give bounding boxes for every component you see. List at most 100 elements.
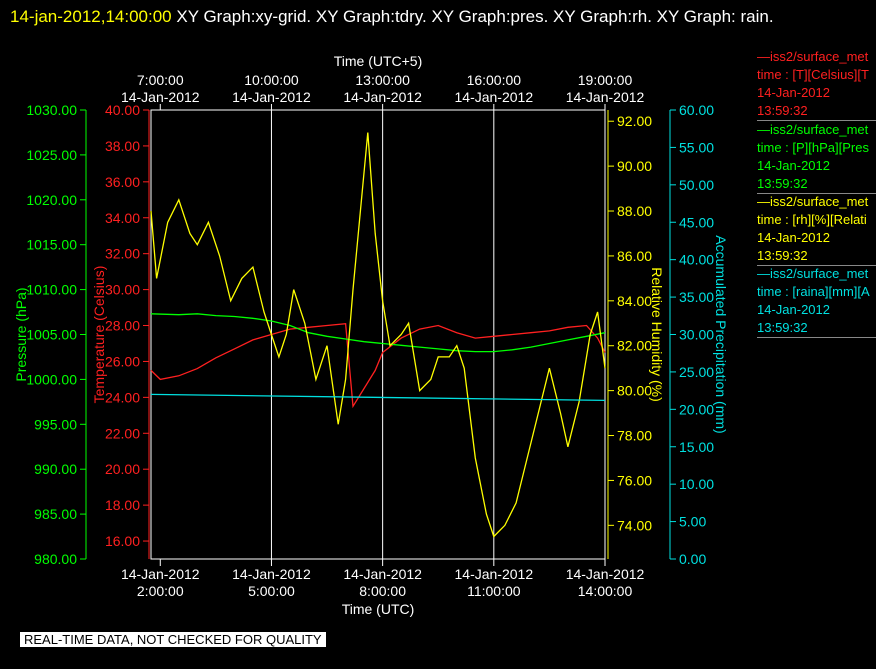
temperature-tick-label: 20.00 (105, 461, 140, 477)
precip-tick-label: 30.00 (679, 327, 714, 343)
pressure-tick-label: 1010.00 (26, 282, 77, 298)
rh-tick-label: 84.00 (617, 293, 652, 309)
rh-axis-label: Relative Humidity (%) (649, 267, 665, 402)
series-raina (150, 393, 606, 402)
x-tick-date: 14-Jan-2012 (232, 566, 311, 582)
plot-frame (150, 109, 606, 560)
rh-tick-label: 78.00 (617, 428, 652, 444)
quality-warning: REAL-TIME DATA, NOT CHECKED FOR QUALITY (20, 632, 326, 647)
x-top-tick-date: 14-Jan-2012 (455, 89, 534, 105)
rh-tick-label: 80.00 (617, 383, 652, 399)
rh-tick-label: 76.00 (617, 472, 652, 488)
series-T (150, 322, 606, 409)
x-tick-date: 14-Jan-2012 (121, 566, 200, 582)
rh-tick-label: 74.00 (617, 517, 652, 533)
legend-entry-rh: —iss2/surface_met time : [rh][%][Relati … (757, 193, 876, 266)
precip-tick-label: 60.00 (679, 102, 714, 118)
legend-time: 13:59:32 (757, 176, 808, 191)
precip-axis-label: Accumulated Precipitation (mm) (713, 235, 729, 433)
legend-series-name: iss2/surface_met (770, 49, 869, 64)
x-top-tick-time: 10:00:00 (244, 72, 299, 88)
precip-tick-label: 25.00 (679, 364, 714, 380)
pressure-tick-label: 1005.00 (26, 327, 77, 343)
legend-line-swatch: — (757, 266, 770, 281)
x-tick-date: 14-Jan-2012 (455, 566, 534, 582)
legend-entry-pressure: —iss2/surface_met time : [P][hPa][Pres 1… (757, 121, 876, 194)
legend-date: 14-Jan-2012 (757, 158, 830, 173)
x-top-tick-time: 19:00:00 (578, 72, 633, 88)
x-axis-label: Time (UTC) (342, 601, 415, 617)
pressure-tick-label: 990.00 (34, 461, 77, 477)
x-top-tick-time: 13:00:00 (355, 72, 410, 88)
x-tick-time: 14:00:00 (578, 583, 633, 599)
legend-name: —iss2/surface_met (757, 193, 876, 211)
legend-date: 14-Jan-2012 (757, 85, 830, 100)
legend-series-name: iss2/surface_met (770, 266, 869, 281)
temperature-tick-label: 38.00 (105, 138, 140, 154)
temperature-tick-label: 28.00 (105, 318, 140, 334)
x-top-tick-date: 14-Jan-2012 (232, 89, 311, 105)
legend-time: 13:59:32 (757, 320, 808, 335)
legend-date: 14-Jan-2012 (757, 230, 830, 245)
rh-tick-label: 88.00 (617, 203, 652, 219)
temperature-tick-label: 24.00 (105, 389, 140, 405)
x-tick-time: 8:00:00 (359, 583, 406, 599)
precip-tick-label: 20.00 (679, 401, 714, 417)
precip-tick-label: 50.00 (679, 177, 714, 193)
precip-tick-label: 40.00 (679, 252, 714, 268)
legend-entry-temperature: —iss2/surface_met time : [T][Celsius][T … (757, 48, 876, 121)
series-P (150, 313, 606, 353)
precip-tick-label: 5.00 (679, 514, 706, 530)
pressure-axis-label: Pressure (hPa) (13, 287, 29, 381)
legend-name: —iss2/surface_met (757, 121, 876, 139)
x-tick-date: 14-Jan-2012 (343, 566, 422, 582)
x-top-tick-date: 14-Jan-2012 (566, 89, 645, 105)
rh-tick-label: 82.00 (617, 338, 652, 354)
temperature-tick-label: 26.00 (105, 353, 140, 369)
pressure-tick-label: 1030.00 (26, 102, 77, 118)
legend-series-name: iss2/surface_met (770, 122, 869, 137)
title-timestamp: 14-jan-2012,14:00:00 (10, 7, 172, 26)
x-tick-time: 11:00:00 (467, 583, 521, 599)
pressure-tick-label: 1015.00 (26, 237, 77, 253)
temperature-tick-label: 18.00 (105, 497, 140, 513)
legend-variable: time : [rh][%][Relati (757, 212, 867, 227)
legend-line-swatch: — (757, 122, 770, 137)
legend-series-name: iss2/surface_met (770, 194, 869, 209)
x-tick-date: 14-Jan-2012 (566, 566, 645, 582)
x-top-axis-label: Time (UTC+5) (334, 53, 423, 69)
pressure-tick-label: 985.00 (34, 506, 77, 522)
legend-name: —iss2/surface_met (757, 265, 876, 283)
precip-tick-label: 35.00 (679, 289, 714, 305)
legend-time: 13:59:32 (757, 103, 808, 118)
temperature-tick-label: 34.00 (105, 210, 140, 226)
temperature-tick-label: 16.00 (105, 533, 140, 549)
x-tick-time: 5:00:00 (248, 583, 295, 599)
title-text: XY Graph:xy-grid. XY Graph:tdry. XY Grap… (171, 7, 774, 26)
precip-tick-label: 0.00 (679, 551, 706, 567)
temperature-tick-label: 32.00 (105, 246, 140, 262)
x-top-tick-date: 14-Jan-2012 (343, 89, 422, 105)
x-top-tick-time: 16:00:00 (467, 72, 522, 88)
series-rh (150, 132, 606, 538)
rh-tick-label: 86.00 (617, 248, 652, 264)
rh-tick-label: 92.00 (617, 113, 652, 129)
precip-tick-label: 45.00 (679, 214, 714, 230)
legend-time: 13:59:32 (757, 248, 808, 263)
precip-tick-label: 10.00 (679, 476, 714, 492)
legend-variable: time : [T][Celsius][T (757, 67, 869, 82)
legend-variable: time : [P][hPa][Pres (757, 140, 869, 155)
x-top-tick-time: 7:00:00 (137, 72, 184, 88)
pressure-tick-label: 1020.00 (26, 192, 77, 208)
pressure-tick-label: 980.00 (34, 551, 77, 567)
temperature-tick-label: 40.00 (105, 102, 140, 118)
legend-variable: time : [raina][mm][A (757, 284, 870, 299)
pressure-tick-label: 1000.00 (26, 371, 77, 387)
legend-line-swatch: — (757, 49, 770, 64)
pressure-tick-label: 1025.00 (26, 147, 77, 163)
x-tick-time: 2:00:00 (137, 583, 184, 599)
page-title: 14-jan-2012,14:00:00 XY Graph:xy-grid. X… (10, 2, 840, 31)
legend-entry-precip: —iss2/surface_met time : [raina][mm][A 1… (757, 265, 876, 338)
x-top-tick-date: 14-Jan-2012 (121, 89, 200, 105)
